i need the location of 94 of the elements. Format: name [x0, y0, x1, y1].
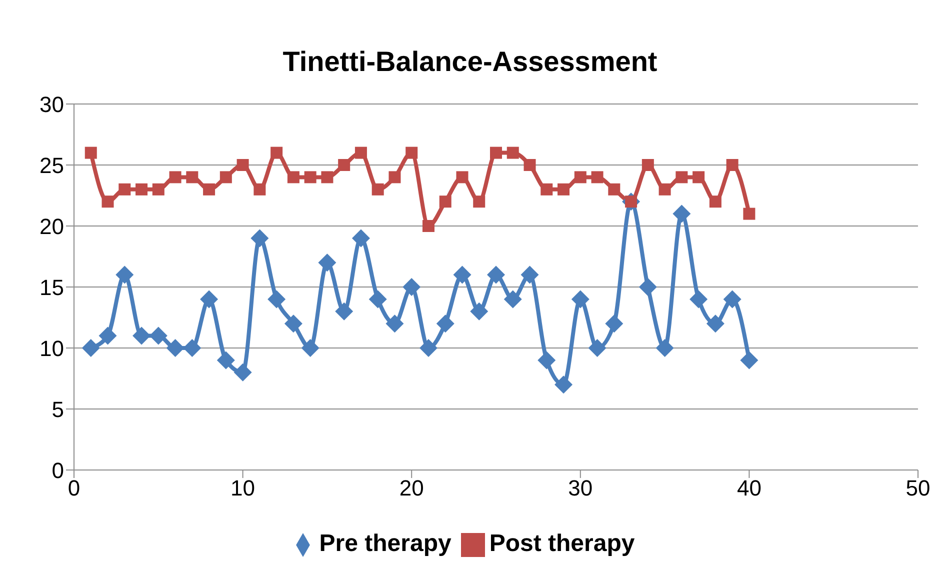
point	[169, 171, 182, 184]
chart-title: Tinetti-Balance-Assessment	[282, 46, 658, 78]
point	[743, 208, 756, 220]
point	[270, 146, 283, 159]
point	[216, 351, 235, 370]
point	[152, 183, 164, 196]
point	[504, 290, 522, 308]
point	[338, 159, 350, 171]
point	[740, 351, 758, 370]
point	[473, 196, 486, 208]
point	[200, 290, 218, 308]
point	[116, 266, 134, 284]
point	[506, 146, 519, 159]
point	[656, 339, 674, 357]
point	[186, 171, 198, 184]
point	[183, 339, 202, 357]
point	[490, 146, 502, 159]
x-tick-label: 50	[906, 476, 930, 501]
x-tick-label: 10	[230, 476, 256, 501]
point	[372, 183, 384, 196]
point	[304, 171, 316, 184]
point	[149, 326, 168, 345]
point	[102, 196, 114, 208]
point	[672, 204, 691, 223]
point	[591, 171, 604, 184]
point	[422, 220, 434, 232]
y-tick-label: 30	[40, 92, 64, 117]
y-tick-label: 25	[40, 152, 64, 178]
point	[690, 290, 708, 308]
point	[321, 171, 334, 184]
point	[301, 339, 320, 357]
point	[588, 339, 606, 357]
point	[456, 171, 468, 184]
point	[82, 339, 100, 357]
point	[388, 171, 401, 184]
point	[538, 351, 556, 370]
point	[386, 314, 404, 333]
point	[318, 254, 336, 272]
point	[726, 159, 738, 171]
point	[402, 278, 421, 296]
point	[118, 183, 131, 196]
point	[268, 290, 286, 308]
y-tick-label: 10	[40, 336, 64, 361]
point	[658, 183, 671, 196]
point	[203, 183, 216, 196]
point	[84, 146, 97, 159]
point	[436, 314, 454, 333]
point	[234, 363, 252, 382]
point	[558, 183, 570, 196]
point	[524, 159, 536, 171]
point	[136, 183, 148, 196]
y-tick-label: 0	[52, 458, 64, 483]
point	[406, 146, 418, 159]
x-tick-label: 0	[68, 476, 80, 501]
point	[419, 339, 438, 357]
x-tick-label: 40	[736, 476, 762, 501]
point	[254, 183, 266, 196]
point	[571, 290, 590, 308]
point	[236, 159, 249, 171]
point	[638, 278, 657, 296]
point	[554, 376, 573, 394]
point	[574, 171, 586, 184]
legend-label: Post therapy	[489, 530, 635, 557]
point	[608, 183, 620, 196]
point	[470, 302, 488, 320]
legend-label: Pre therapy	[319, 530, 452, 557]
point	[642, 159, 654, 171]
point	[676, 171, 688, 184]
point	[132, 326, 151, 345]
point	[706, 314, 724, 333]
x-tick-label: 30	[568, 476, 593, 501]
y-tick-label: 20	[40, 214, 64, 239]
y-tick-label: 15	[40, 274, 64, 300]
point	[166, 339, 184, 357]
point	[368, 290, 387, 308]
y-tick-label: 5	[52, 396, 64, 422]
point	[439, 196, 452, 208]
point	[453, 266, 472, 284]
point	[723, 290, 742, 308]
point	[520, 266, 539, 284]
point	[284, 314, 302, 333]
point	[335, 302, 354, 320]
point	[709, 196, 722, 208]
point	[98, 326, 117, 345]
point	[540, 183, 553, 196]
point	[220, 171, 232, 184]
point	[605, 314, 624, 333]
point	[352, 229, 370, 248]
point	[287, 171, 300, 184]
x-tick-label: 20	[399, 476, 424, 501]
point	[354, 146, 367, 159]
point	[692, 171, 705, 184]
point	[487, 266, 505, 284]
point	[250, 229, 269, 248]
